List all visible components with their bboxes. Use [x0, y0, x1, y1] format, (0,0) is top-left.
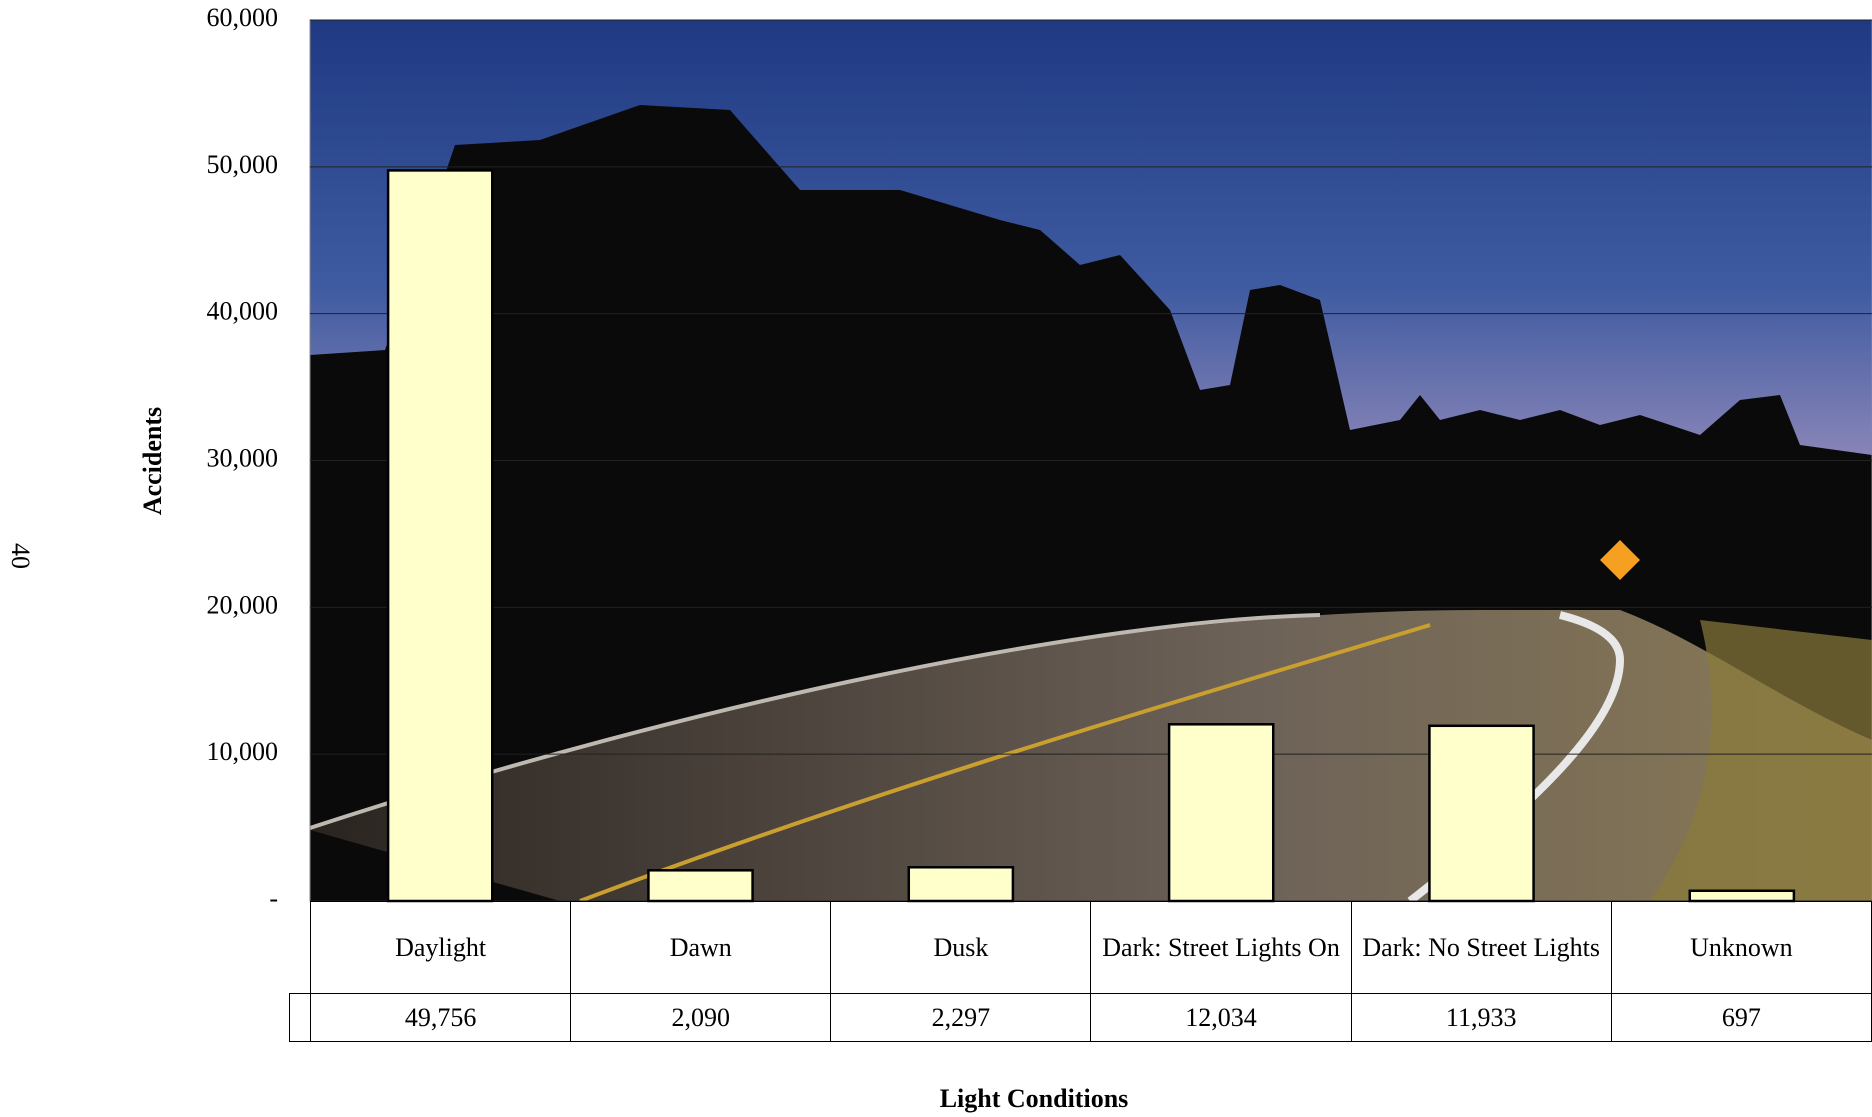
bar	[386, 169, 494, 903]
y-tick-label: 40,000	[207, 297, 279, 326]
category-cell: Dark: Street Lights On	[1090, 901, 1352, 994]
y-axis-title: Accidents	[138, 407, 167, 515]
category-cell: Unknown	[1610, 901, 1872, 994]
value-cell: 2,297	[830, 993, 1092, 1042]
y-tick-label: 20,000	[207, 590, 279, 619]
x-axis-title: Light Conditions	[940, 1084, 1129, 1113]
value-cell: 2,090	[570, 993, 832, 1042]
y-tick-label: 10,000	[207, 737, 279, 766]
value-cell: 697	[1610, 993, 1872, 1042]
data-table: Daylight Dawn Dusk Dark: Street Lights On Da…	[289, 901, 1872, 1042]
bar	[907, 866, 1015, 903]
bar	[647, 869, 754, 903]
category-cell: Dusk	[830, 901, 1092, 994]
y-tick-label: -	[269, 884, 278, 913]
y-tick-label: 30,000	[207, 443, 279, 472]
category-cell: Dawn	[570, 901, 832, 994]
y-tick-label: 60,000	[207, 3, 279, 32]
bar	[1688, 889, 1796, 903]
value-cell: 49,756	[309, 993, 572, 1042]
value-cell: 12,034	[1090, 993, 1352, 1042]
y-tick-label: 50,000	[207, 150, 279, 179]
category-cell: Daylight	[309, 901, 572, 994]
page-number: 40	[6, 543, 35, 569]
bar	[1167, 723, 1275, 903]
bar	[1428, 724, 1535, 903]
category-cell: Dark: No Street Lights	[1350, 901, 1612, 994]
value-cell: 11,933	[1350, 993, 1612, 1042]
